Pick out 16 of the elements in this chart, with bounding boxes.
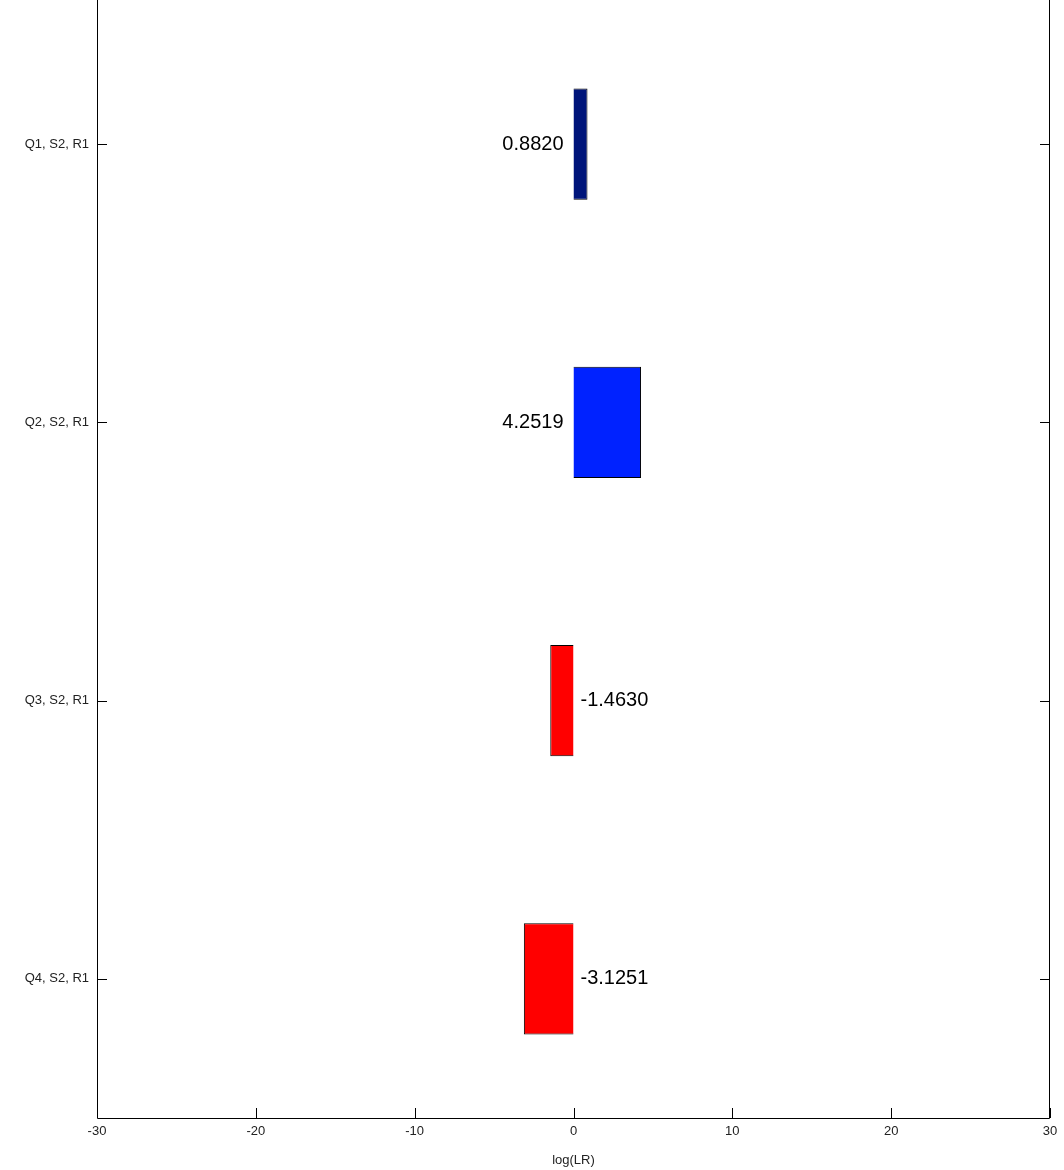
data-label: 0.8820	[502, 131, 564, 154]
data-label: -1.4630	[580, 688, 649, 711]
x-tick-label: -30	[87, 1123, 107, 1139]
x-tick-label: -20	[246, 1123, 266, 1139]
x-tick-label: 0	[569, 1123, 578, 1139]
x-tick-label: -10	[405, 1123, 425, 1139]
x-tick-label: 30	[1042, 1123, 1058, 1139]
x-tick-label: 20	[883, 1123, 899, 1139]
data-label: 4.2519	[502, 409, 564, 432]
y-tick-label: Q2, S2, R1	[24, 413, 89, 429]
y-tick-label: Q4, S2, R1	[24, 970, 89, 986]
x-tick-label: 10	[725, 1123, 740, 1139]
y-tick-label: Q1, S2, R1	[24, 135, 89, 151]
data-label: -3.1251	[580, 966, 649, 989]
y-tick-label: Q3, S2, R1	[24, 692, 89, 708]
x-axis-title: log(LR)	[552, 1151, 595, 1167]
